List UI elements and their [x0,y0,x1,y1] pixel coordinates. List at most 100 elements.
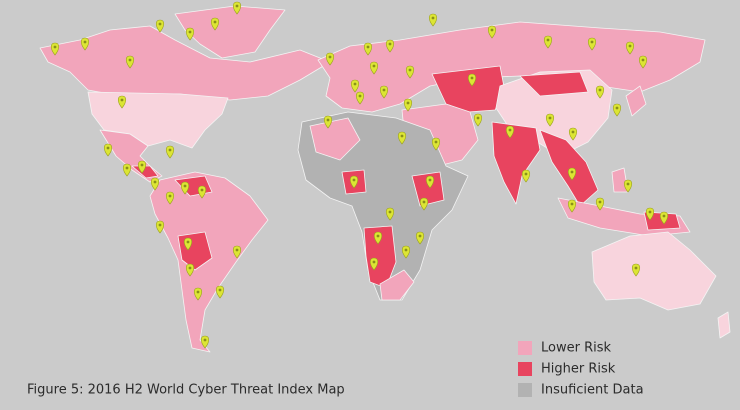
pin [397,131,407,145]
pin [165,191,175,205]
pin-dot [53,45,57,49]
pin-dot [406,101,410,105]
south-america [149,171,269,353]
pin [363,42,373,56]
pin-dot [548,116,552,120]
pin-dot [570,170,574,174]
pin-dot [83,40,87,44]
pin [355,91,365,105]
pin-dot [590,40,594,44]
canada [39,25,331,101]
pin [385,39,395,53]
pin [595,197,605,211]
pin [645,207,655,221]
pin [403,98,413,112]
pin [200,335,210,349]
legend: Lower Risk Higher Risk Insuficient Data [518,341,644,398]
pin [197,185,207,199]
pin-dot [434,140,438,144]
pin-dot [188,266,192,270]
pin-dot [546,38,550,42]
figure-caption: Figure 5: 2016 H2 World Cyber Threat Ind… [27,383,345,398]
pin [612,103,622,117]
pin [373,231,383,245]
southeast-asia [539,129,599,207]
east-africa [411,171,445,207]
pin [180,181,190,195]
india [491,121,541,205]
pin [165,145,175,159]
pin-dot [328,55,332,59]
pin [350,79,360,93]
pin-dot [120,98,124,102]
pin [80,37,90,51]
pin-dot [476,116,480,120]
pin-dot [353,82,357,86]
russia-europe [317,21,706,113]
pin [150,177,160,191]
pin [401,245,411,259]
pin [369,61,379,75]
legend-swatch [518,383,532,397]
pin [155,19,165,33]
pin [567,167,577,181]
pin-dot [196,290,200,294]
pin-dot [508,128,512,132]
pin-dot [235,248,239,252]
pin [415,231,425,245]
pin-dot [372,260,376,264]
pin-dot [158,223,162,227]
legend-label: Lower Risk [541,341,611,356]
pin-dot [404,248,408,252]
pin-dot [571,130,575,134]
pin-dot [125,166,129,170]
legend-swatch [518,341,532,355]
pin-dot [106,146,110,150]
pin [431,137,441,151]
pin [50,42,60,56]
pin [379,85,389,99]
pin-dot [168,194,172,198]
pin [185,27,195,41]
pin [425,175,435,189]
pin-dot [422,200,426,204]
pin-dot [128,58,132,62]
australia [591,231,717,311]
pin-dot [366,45,370,49]
pin-dot [490,28,494,32]
pin-dot [388,42,392,46]
pin-dot [218,288,222,292]
pin [473,113,483,127]
pin-dot [648,210,652,214]
pin-dot [470,76,474,80]
pin-dot [524,172,528,176]
mongolia [519,71,589,97]
pin [595,85,605,99]
landmasses [39,5,731,353]
pin [385,207,395,221]
pin-dot [418,234,422,238]
pin [125,55,135,69]
pin [419,197,429,211]
pin-dot [158,22,162,26]
pin-dot [203,338,207,342]
pin [215,285,225,299]
pin [193,287,203,301]
pin-dot [186,240,190,244]
legend-label: Insuficient Data [541,383,644,398]
pin [185,263,195,277]
pin [103,143,113,157]
pin [568,127,578,141]
location-pins [50,1,669,349]
pin-dot [408,68,412,72]
pin-dot [615,106,619,110]
pin [369,257,379,271]
pin [232,245,242,259]
pin-dot [235,4,239,8]
new-zealand [717,311,731,339]
pin-dot [662,214,666,218]
pin [155,220,165,234]
pin-dot [628,44,632,48]
legend-swatch [518,362,532,376]
